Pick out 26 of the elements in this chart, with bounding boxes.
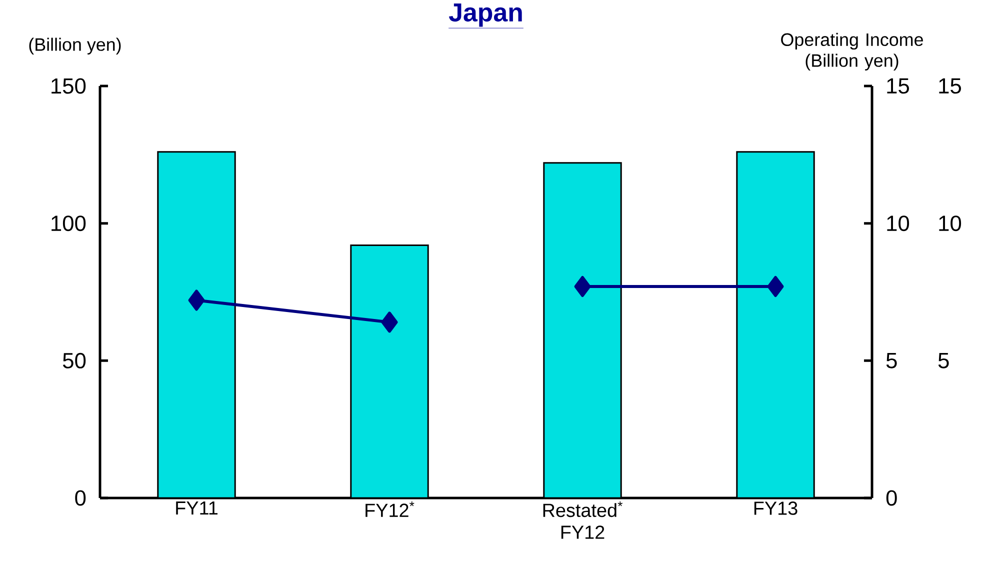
y2-tick-label: 0	[886, 490, 897, 506]
chart-title: Japan	[448, 4, 522, 27]
y3-tick-label: 5	[938, 353, 949, 368]
point	[381, 312, 398, 333]
point	[767, 276, 784, 298]
y-tick-label: 150	[52, 78, 86, 94]
y2-tick-label: 15	[887, 78, 909, 94]
y-tick-label: 0	[75, 490, 86, 506]
x-tick-label: FY11	[176, 502, 218, 515]
x-tick-label: FY12$^{*}$	[366, 502, 414, 517]
y-tick-label: 100	[52, 216, 86, 232]
category-label: Restated$^{*}$ FY12	[543, 502, 623, 539]
y3-tick-label: 10	[939, 216, 962, 232]
y-tick-label: 50	[62, 352, 86, 368]
point	[574, 276, 591, 298]
bar	[157, 151, 236, 498]
bar	[543, 162, 622, 498]
point	[188, 290, 205, 311]
y2-axis-title: Operating Income (Billion yen)	[781, 32, 923, 70]
y-axis-title: (Billion yen)	[29, 38, 121, 54]
x-tick-label: FY13	[754, 502, 798, 515]
y2-tick-label: 10	[887, 216, 910, 232]
y3-tick-label: 15	[939, 78, 961, 94]
y2-tick-label: 5	[886, 353, 897, 368]
bar	[736, 151, 815, 498]
bar	[350, 244, 429, 498]
